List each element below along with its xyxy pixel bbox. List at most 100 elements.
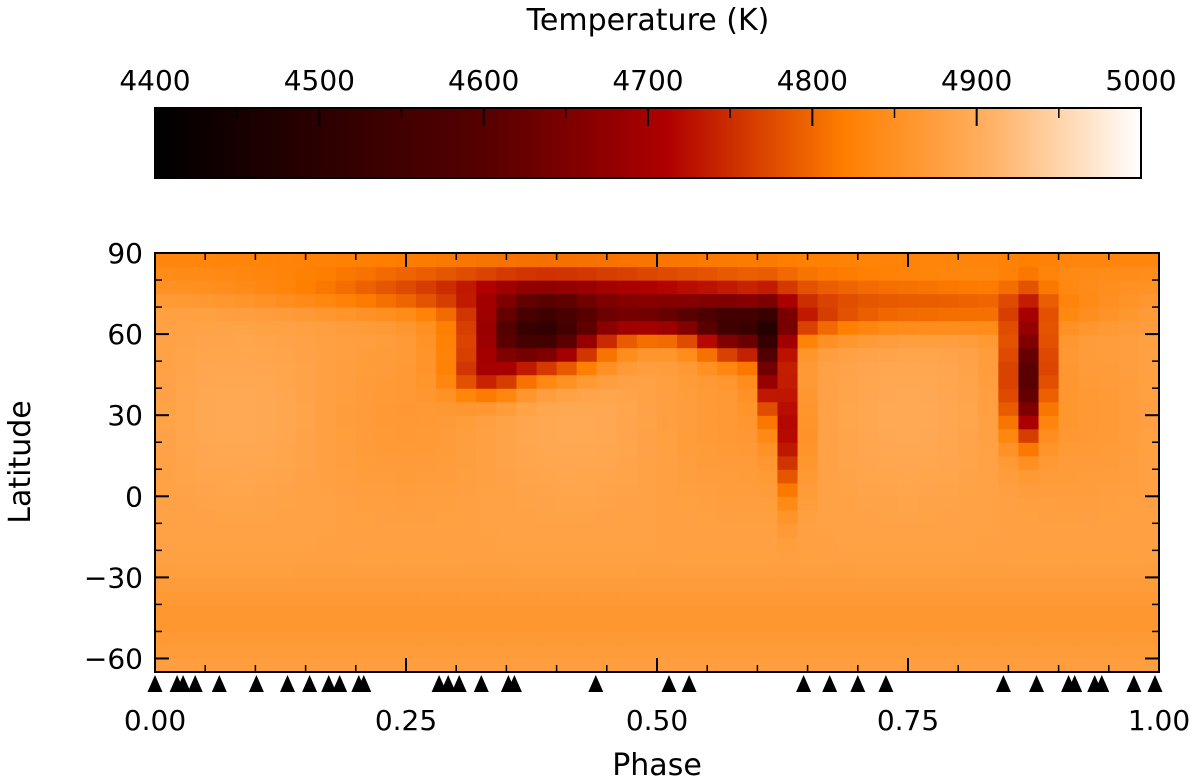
map-cell (516, 536, 538, 551)
map-cell (998, 617, 1020, 633)
map-cell (1138, 334, 1159, 349)
map-cell (697, 631, 718, 646)
map-cell (275, 604, 297, 619)
map-cell (215, 563, 236, 578)
map-cell (978, 469, 999, 484)
map-cell (737, 604, 758, 619)
map-cell (958, 550, 979, 565)
map-cell (616, 280, 638, 295)
map-cell (998, 577, 1020, 592)
map-cell (315, 374, 337, 389)
map-cell (616, 617, 638, 633)
map-cell (897, 307, 919, 322)
map-cell (677, 361, 698, 376)
map-cell (456, 253, 477, 268)
map-cell (978, 617, 999, 633)
map-cell (536, 266, 558, 281)
observation-marker (356, 675, 372, 692)
map-cell (1018, 631, 1040, 646)
map-cell (817, 361, 839, 376)
map-cell (797, 253, 819, 268)
map-cell (717, 455, 738, 470)
map-cell (616, 644, 638, 660)
map-cell (456, 428, 477, 443)
map-cell (797, 550, 819, 565)
map-cell (1058, 644, 1080, 660)
observation-marker (211, 675, 227, 692)
map-cell (295, 320, 317, 335)
map-cell (616, 266, 638, 281)
map-cell (395, 401, 417, 416)
map-cell (275, 428, 297, 443)
map-cell (717, 509, 738, 524)
map-cell (195, 631, 216, 646)
map-cell (998, 388, 1020, 403)
map-cell (636, 617, 658, 633)
map-cell (295, 266, 317, 281)
map-cell (496, 388, 518, 403)
map-cell (677, 631, 698, 646)
map-cell (877, 280, 899, 295)
map-cell (456, 320, 477, 335)
map-cell (958, 590, 979, 606)
map-cell (636, 536, 658, 551)
map-cell (476, 536, 497, 551)
map-cell (456, 523, 477, 538)
map-cell (837, 401, 859, 416)
map-cell (757, 253, 779, 268)
map-cell (777, 253, 799, 268)
map-cell (395, 509, 417, 524)
map-cell (155, 509, 176, 524)
map-cell (295, 388, 317, 403)
map-cell (235, 253, 256, 268)
map-cell (155, 496, 176, 511)
map-cell (175, 307, 196, 322)
map-cell (215, 536, 236, 551)
map-cell (175, 590, 196, 606)
map-cell (797, 401, 819, 416)
map-cell (255, 374, 277, 389)
map-cell (737, 577, 758, 592)
map-cell (315, 388, 337, 403)
map-cell (737, 401, 758, 416)
map-cell (1118, 374, 1140, 389)
map-cell (215, 374, 236, 389)
map-cell (596, 482, 618, 497)
map-cell (1098, 374, 1120, 389)
observation-marker (1126, 675, 1142, 692)
map-cell (616, 523, 638, 538)
map-cell (395, 617, 417, 633)
map-cell (1018, 307, 1040, 322)
map-cell (235, 442, 256, 457)
map-cell (556, 536, 578, 551)
map-cell (757, 577, 779, 592)
map-cell (576, 604, 598, 619)
map-cell (155, 536, 176, 551)
map-cell (777, 509, 799, 524)
map-cell (717, 590, 738, 606)
map-cell (918, 442, 939, 457)
map-cell (556, 320, 578, 335)
map-cell (1078, 496, 1100, 511)
map-cell (155, 374, 176, 389)
map-cell (1098, 253, 1120, 268)
map-cell (175, 617, 196, 633)
map-cell (737, 509, 758, 524)
map-cell (998, 253, 1020, 268)
map-cell (616, 550, 638, 565)
map-cell (275, 496, 297, 511)
map-cell (737, 442, 758, 457)
map-cell (516, 415, 538, 430)
map-cell (275, 361, 297, 376)
map-cell (1018, 577, 1040, 592)
map-cell (797, 482, 819, 497)
map-cell (1078, 536, 1100, 551)
map-cell (576, 388, 598, 403)
map-cell (175, 455, 196, 470)
map-cell (456, 617, 477, 633)
map-cell (1038, 509, 1060, 524)
map-cell (255, 266, 277, 281)
map-cell (275, 401, 297, 416)
map-cell (295, 374, 317, 389)
map-cell (1058, 374, 1080, 389)
